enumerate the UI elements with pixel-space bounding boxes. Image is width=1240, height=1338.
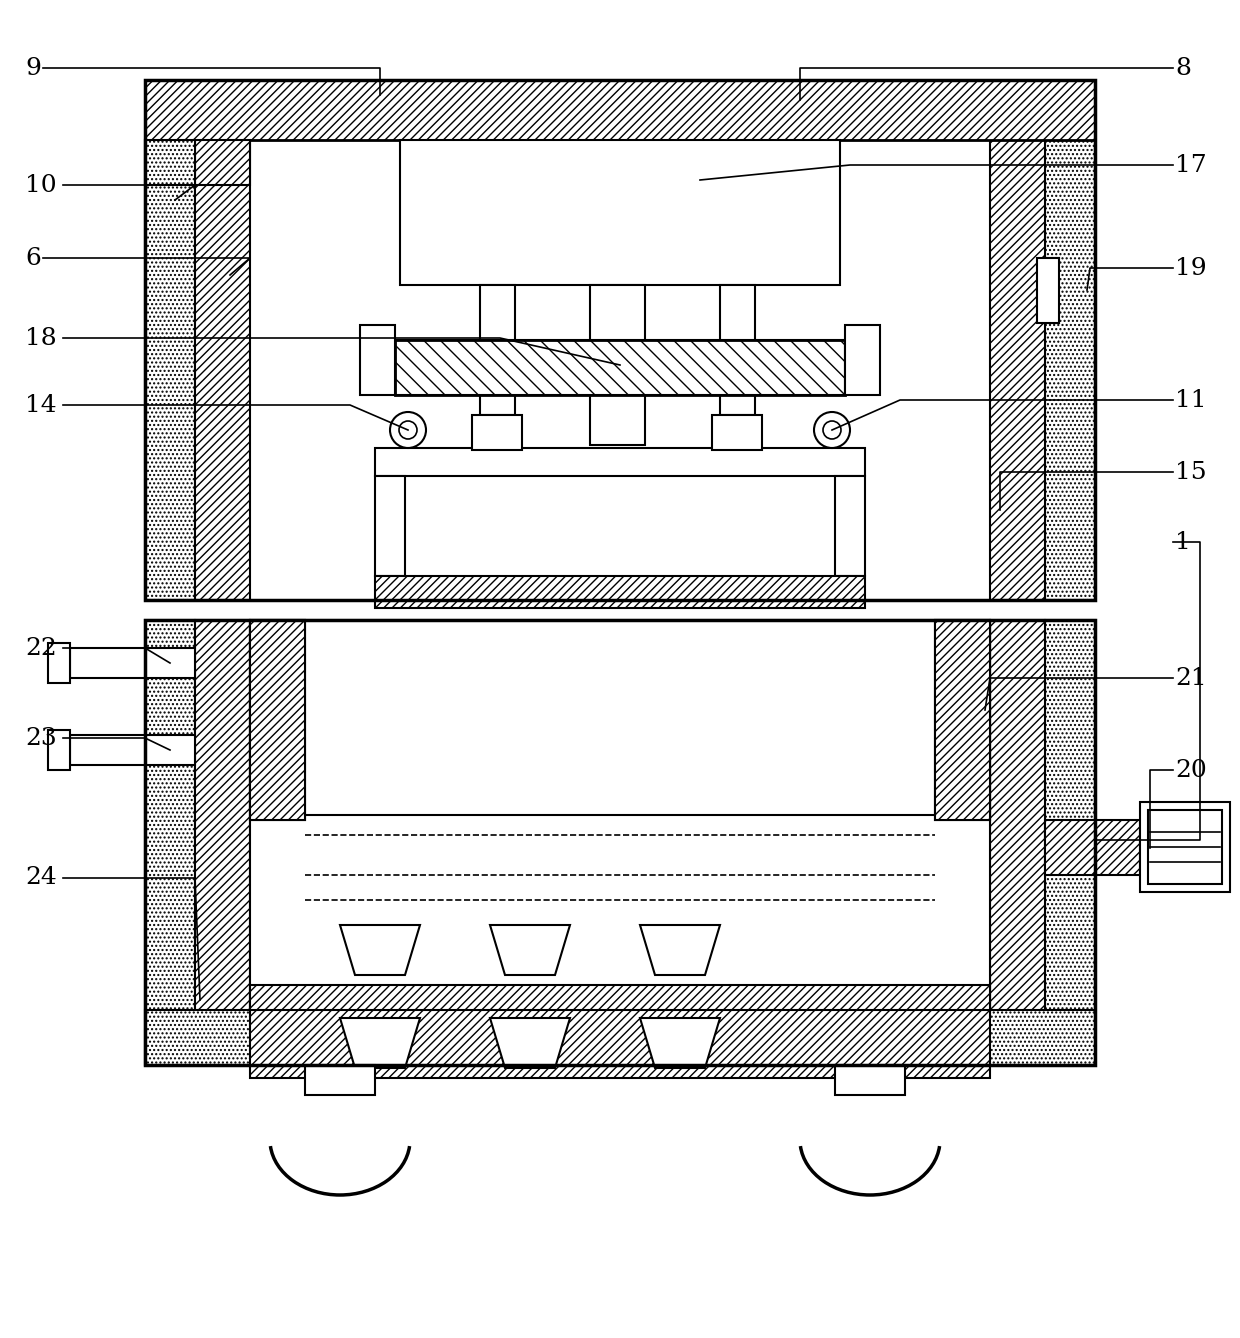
Text: 20: 20 [1176,759,1207,781]
Bar [935,619,990,820]
Bar [1045,140,1095,599]
Bar [990,140,1045,599]
Text: 24: 24 [25,867,57,890]
Bar [844,325,880,395]
Bar [396,340,844,395]
Text: 15: 15 [1176,460,1207,483]
Text: 11: 11 [1176,388,1207,412]
Bar [1148,809,1221,884]
Bar [250,619,305,820]
Circle shape [813,412,849,448]
Bar [250,619,305,820]
Bar [935,619,990,820]
Bar [145,80,1095,599]
Text: 8: 8 [1176,56,1190,79]
Bar [990,619,1045,1065]
Text: 23: 23 [25,727,57,749]
Bar [1037,258,1059,322]
Circle shape [823,421,841,439]
Bar [360,325,396,395]
Text: 1: 1 [1176,530,1190,554]
Polygon shape [340,925,420,975]
Text: 9: 9 [25,56,41,79]
Bar [1140,801,1230,892]
Circle shape [399,421,417,439]
Text: 6: 6 [25,246,41,269]
Bar [835,1065,905,1094]
Bar [145,1010,1095,1065]
Bar [401,140,839,285]
Bar [250,1010,990,1078]
Bar [835,476,866,575]
Bar [1045,820,1140,875]
Polygon shape [640,925,720,975]
Bar [145,619,1095,1065]
Text: 21: 21 [1176,666,1207,689]
Bar [69,648,195,678]
Bar [250,140,990,599]
Polygon shape [490,1018,570,1068]
Bar [48,644,69,682]
Text: 10: 10 [25,174,57,197]
Text: 22: 22 [25,637,57,660]
Bar [480,285,515,415]
Bar [374,476,405,575]
Bar [195,140,250,185]
Polygon shape [640,1018,720,1068]
Bar [195,619,250,1065]
Bar [472,415,522,450]
Bar [1045,619,1095,1065]
Bar [720,285,755,415]
Bar [374,448,866,476]
Circle shape [391,412,427,448]
Bar [69,735,195,765]
Bar [145,619,195,1065]
Bar [195,140,250,599]
Text: 17: 17 [1176,154,1207,177]
Bar [590,285,645,446]
Text: 14: 14 [25,393,57,416]
Text: 19: 19 [1176,257,1207,280]
Bar [48,731,69,769]
Bar [250,985,990,1013]
Bar [145,140,195,599]
Bar [250,619,990,1010]
Bar [145,140,195,185]
Polygon shape [340,1018,420,1068]
Bar [712,415,763,450]
Bar [305,1065,374,1094]
Bar [145,80,1095,140]
Bar [396,340,844,395]
Polygon shape [490,925,570,975]
Bar [374,575,866,607]
Text: 18: 18 [25,326,57,349]
